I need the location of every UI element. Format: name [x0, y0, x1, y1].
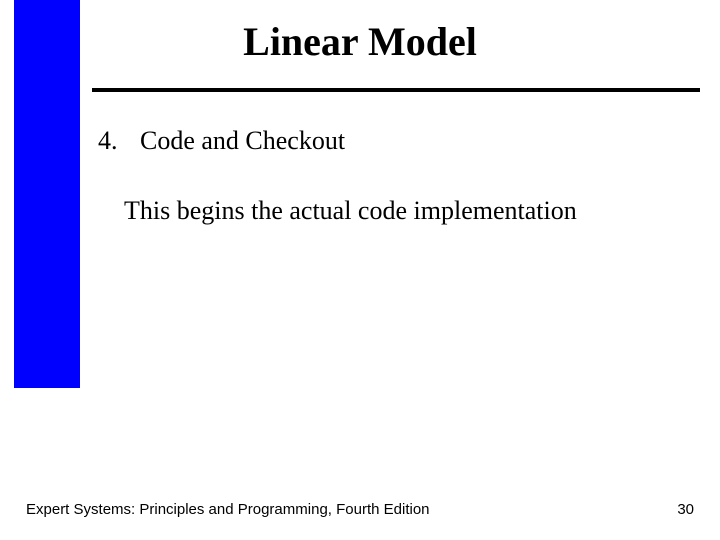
page-number: 30 [677, 501, 694, 518]
slide-title: Linear Model [0, 18, 720, 65]
list-item-text: Code and Checkout [140, 126, 345, 156]
slide: Linear Model 4. Code and Checkout This b… [0, 0, 720, 540]
list-number: 4. [98, 126, 118, 156]
horizontal-rule [92, 88, 700, 92]
body-text: This begins the actual code implementati… [124, 196, 577, 226]
footer-source: Expert Systems: Principles and Programmi… [26, 501, 430, 518]
